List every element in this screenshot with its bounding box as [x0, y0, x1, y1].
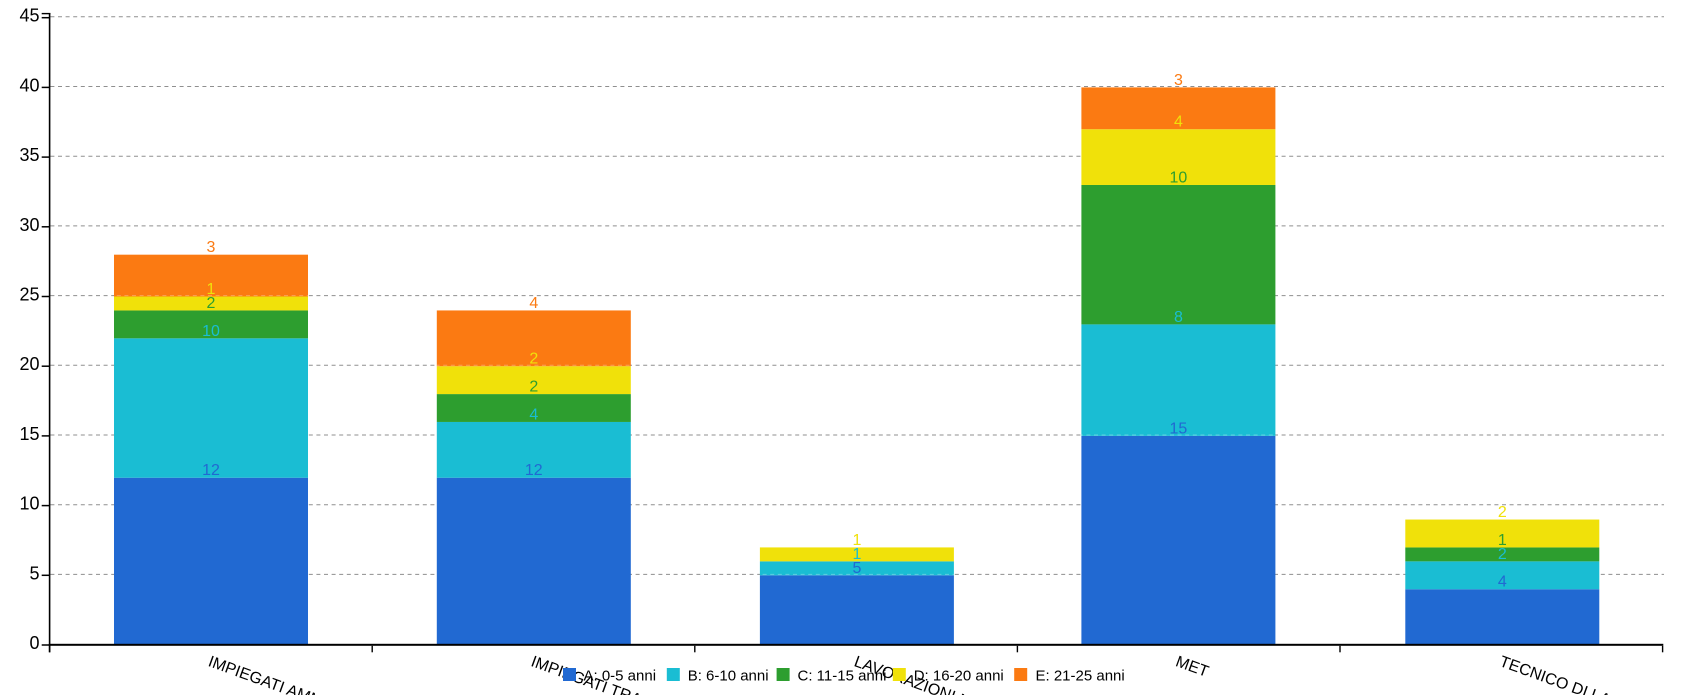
svg-text:1: 1	[852, 546, 861, 563]
svg-text:2: 2	[1498, 546, 1507, 563]
svg-text:10: 10	[19, 494, 39, 514]
svg-text:C: 11-15 anni: C: 11-15 anni	[798, 668, 887, 685]
svg-text:35: 35	[19, 145, 39, 165]
svg-text:1: 1	[207, 281, 216, 298]
svg-text:4: 4	[1174, 114, 1183, 131]
svg-text:5: 5	[852, 560, 861, 577]
svg-text:4: 4	[1498, 574, 1507, 591]
svg-text:D: 16-20 anni: D: 16-20 anni	[914, 668, 1004, 685]
svg-text:12: 12	[202, 462, 220, 479]
svg-text:5: 5	[29, 563, 39, 583]
svg-text:1: 1	[852, 532, 861, 549]
svg-text:3: 3	[1174, 72, 1183, 89]
svg-text:A: 0-5 anni: A: 0-5 anni	[584, 668, 657, 685]
svg-text:40: 40	[19, 75, 39, 95]
svg-text:3: 3	[207, 239, 216, 256]
svg-text:B: 6-10 anni: B: 6-10 anni	[688, 668, 769, 685]
svg-text:10: 10	[202, 323, 220, 340]
svg-text:E: 21-25 anni: E: 21-25 anni	[1036, 668, 1125, 685]
svg-text:10: 10	[1170, 169, 1188, 186]
svg-text:2: 2	[529, 379, 538, 396]
svg-text:4: 4	[529, 406, 538, 423]
svg-text:20: 20	[19, 354, 39, 374]
svg-text:2: 2	[1498, 504, 1507, 521]
svg-text:2: 2	[529, 351, 538, 368]
svg-text:1: 1	[1498, 532, 1507, 549]
svg-text:45: 45	[19, 6, 39, 26]
svg-text:15: 15	[1170, 420, 1188, 437]
svg-text:TECNICO DI LABORATORIO: TECNICO DI LABORATORIO	[1497, 653, 1687, 695]
svg-text:MET: MET	[1173, 653, 1211, 681]
svg-text:8: 8	[1174, 309, 1183, 326]
svg-text:0: 0	[29, 633, 39, 653]
svg-text:30: 30	[19, 215, 39, 235]
svg-text:4: 4	[529, 295, 538, 312]
svg-text:12: 12	[525, 462, 543, 479]
svg-text:15: 15	[19, 424, 39, 444]
svg-text:IMPIEGATI AMMINISTRATIVI: IMPIEGATI AMMINISTRATIVI	[206, 653, 411, 695]
svg-text:2: 2	[207, 295, 216, 312]
svg-text:25: 25	[19, 285, 39, 305]
